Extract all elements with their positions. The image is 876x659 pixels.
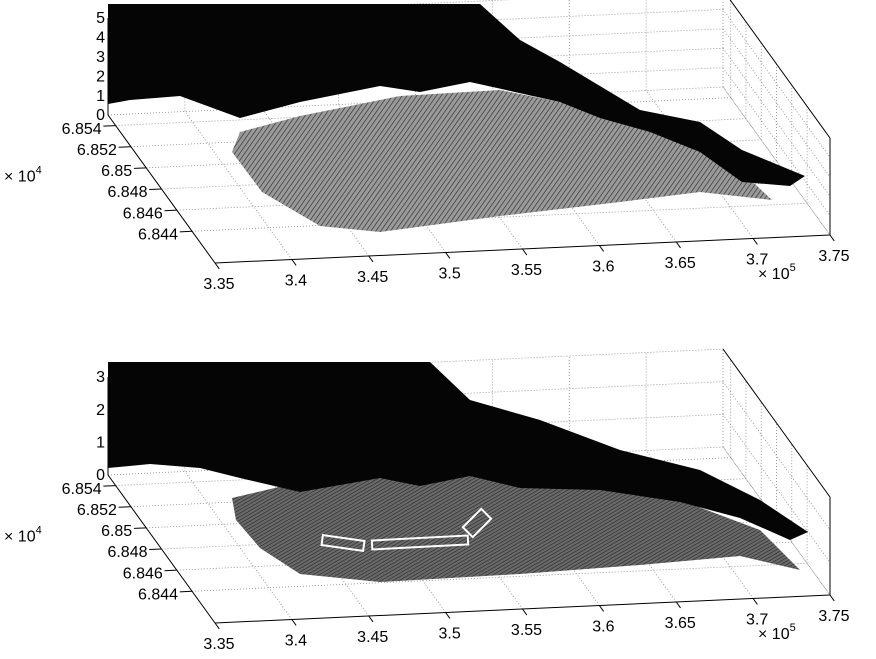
tick-mark [830,595,834,601]
z-tick-label: 0 [96,467,105,484]
tick-mark [134,168,146,169]
grid-line [723,9,830,157]
tick-mark [753,599,757,605]
x-axis-line [215,235,830,263]
x-tick-label: 3.45 [357,629,388,646]
y-multiplier: × 104 [4,525,42,546]
tick-mark [119,147,131,148]
y-multiplier-base: × 10 [4,169,36,186]
z-tick-label: 4 [96,30,105,47]
x-tick-label: 3.6 [592,259,614,276]
tick-mark [753,239,757,245]
tick-mark [180,231,192,232]
z-tick-label: 0 [96,107,105,124]
x-tick-label: 3.75 [818,608,849,625]
x-tick-label: 3.55 [511,262,542,279]
tick-mark [292,260,296,266]
tick-mark [523,609,527,615]
y-multiplier-exponent: 4 [36,525,42,537]
x-tick-label: 3.65 [665,615,696,632]
tick-mark [103,486,115,487]
y-tick-label: 6.844 [138,587,178,604]
x-tick-label: 3.35 [203,276,234,293]
y-tick-label: 6.844 [138,227,178,244]
z-tick-label: 1 [96,435,105,452]
x-tick-label: 3.55 [511,622,542,639]
surface-bottom [108,362,808,582]
tick-mark [599,606,603,612]
x-tick-label: 3.35 [203,636,234,653]
tick-mark [830,235,834,241]
tick-mark [369,256,373,262]
x-tick-label: 3.45 [357,269,388,286]
y-tick-label: 6.85 [101,523,132,540]
grid-line [723,0,830,138]
y-tick-label: 6.846 [123,205,163,222]
tick-mark [676,242,680,248]
x-tick-label: 3.65 [665,255,696,272]
y-tick-label: 6.848 [107,184,147,201]
y-multiplier: × 104 [4,165,42,186]
y-tick-label: 6.846 [123,565,163,582]
y-multiplier-base: × 10 [4,529,36,546]
tick-mark [180,591,192,592]
tick-mark [164,210,176,211]
z-tick-label: 1 [96,88,105,105]
tick-mark [215,263,219,269]
x-tick-label: 3.75 [818,248,849,265]
y-tick-label: 6.852 [77,142,117,159]
box-edge [723,0,830,138]
tick-mark [119,507,131,508]
tick-mark [446,253,450,259]
y-tick-label: 6.852 [77,502,117,519]
tick-mark [446,613,450,619]
tick-mark [149,549,161,550]
y-tick-label: 6.85 [101,163,132,180]
x-tick-label: 3.4 [285,633,307,650]
z-tick-label: 3 [96,49,105,66]
x-multiplier-base: × 10 [758,626,790,643]
tick-mark [676,602,680,608]
tick-mark [164,570,176,571]
tick-mark [103,126,115,127]
figure: 3.353.43.453.53.553.63.653.73.756.8446.8… [0,0,876,659]
tick-mark [215,623,219,629]
x-multiplier-exponent: 5 [790,622,796,634]
y-tick-label: 6.848 [107,544,147,561]
z-tick-label: 2 [96,402,105,419]
box-edge [723,349,830,497]
tick-mark [134,528,146,529]
x-tick-label: 3.5 [439,266,461,283]
tick-mark [523,249,527,255]
tick-mark [369,616,373,622]
surface-top [108,4,805,232]
x-tick-label: 3.6 [592,619,614,636]
y-multiplier-exponent: 4 [36,165,42,177]
tick-mark [292,620,296,626]
tick-mark [149,189,161,190]
x-multiplier-exponent: 5 [790,262,796,274]
z-tick-label: 3 [96,369,105,386]
surface-shallow [232,90,772,232]
z-tick-label: 2 [96,68,105,85]
x-axis-line [215,595,830,623]
tick-mark [599,246,603,252]
x-multiplier-base: × 10 [758,266,790,283]
x-tick-label: 3.5 [439,626,461,643]
x-tick-label: 3.4 [285,273,307,290]
z-tick-label: 5 [96,10,105,27]
